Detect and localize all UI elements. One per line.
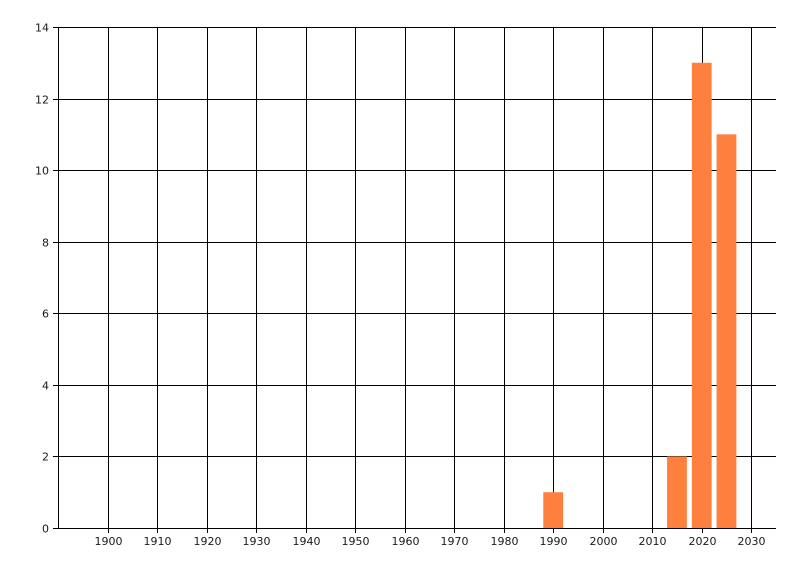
x-tick-label: 2000 xyxy=(590,535,618,548)
x-tick-label: 1900 xyxy=(95,535,123,548)
y-tick-label: 0 xyxy=(42,523,49,536)
y-tick-label: 6 xyxy=(42,308,49,321)
bar xyxy=(543,492,564,528)
x-tick-label: 1930 xyxy=(243,535,271,548)
x-tick-label: 2030 xyxy=(738,535,766,548)
y-tick-label: 10 xyxy=(35,165,49,178)
y-tick-label: 2 xyxy=(42,451,49,464)
x-tick-label: 1990 xyxy=(540,535,568,548)
y-tick-label: 12 xyxy=(35,94,49,107)
y-tick-label: 4 xyxy=(42,380,49,393)
y-tick-label: 8 xyxy=(42,237,49,250)
x-tick-label: 1950 xyxy=(342,535,370,548)
x-tick-label: 1910 xyxy=(144,535,172,548)
x-tick-label: 1920 xyxy=(194,535,222,548)
x-tick-label: 1960 xyxy=(392,535,420,548)
bar xyxy=(691,62,712,529)
bar xyxy=(716,134,737,528)
bar xyxy=(667,456,687,528)
x-tick-label: 2010 xyxy=(639,535,667,548)
y-tick-label: 14 xyxy=(35,22,49,35)
x-tick-label: 2020 xyxy=(689,535,717,548)
x-tick-label: 1970 xyxy=(441,535,469,548)
x-tick-label: 1980 xyxy=(491,535,519,548)
x-tick-label: 1940 xyxy=(293,535,321,548)
